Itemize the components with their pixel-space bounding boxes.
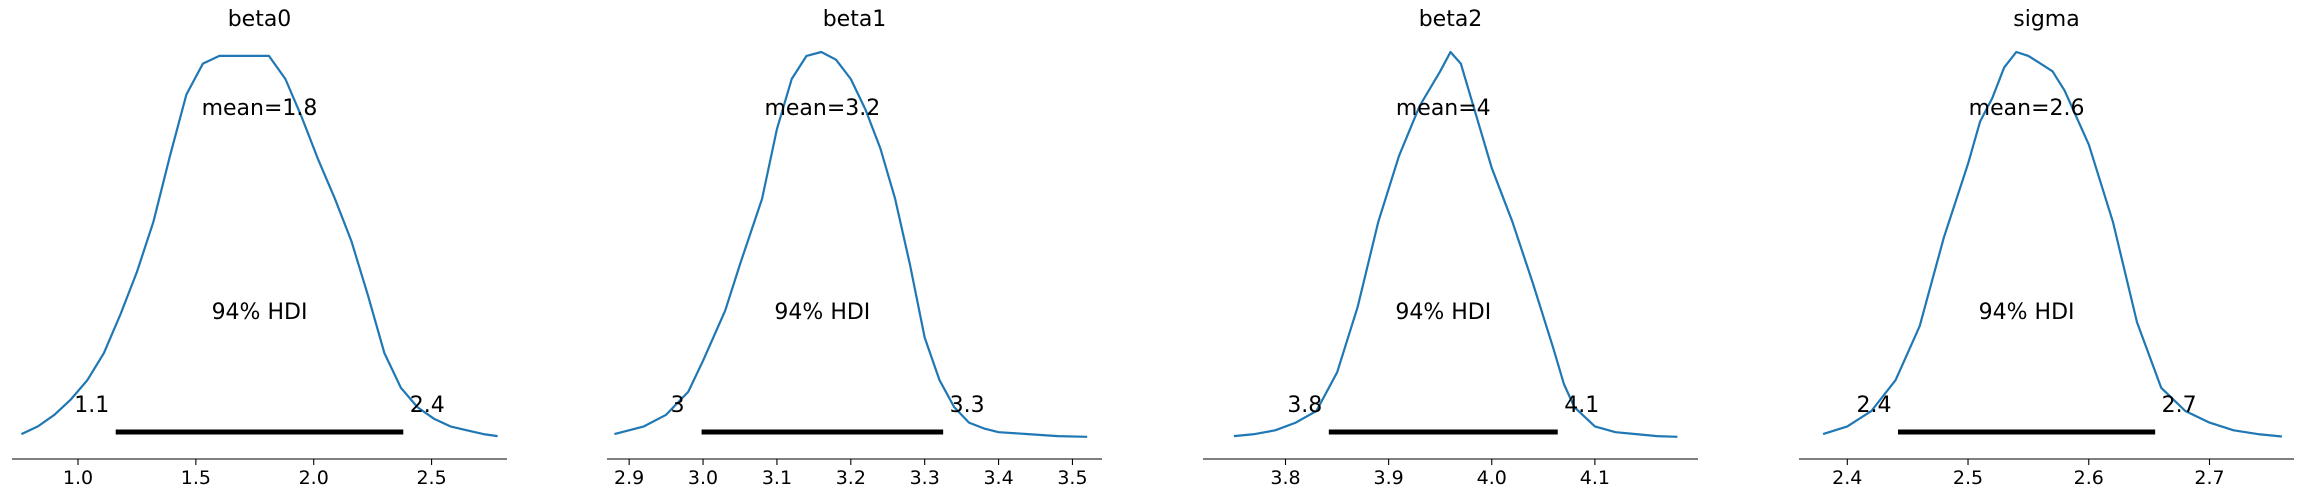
x-tick-label: 3.2 — [836, 467, 866, 489]
kde-density-line — [1233, 50, 1678, 438]
x-tick-label: 2.5 — [416, 467, 446, 489]
x-tick-label: 2.9 — [614, 467, 644, 489]
posterior-panel-beta0: beta0 mean=1.8 94% HDI 1.1 2.4 1.0 1.5 2.0 2.5 — [12, 7, 507, 489]
x-tick-label: 3.3 — [910, 467, 940, 489]
hdi-lower-label: 1.1 — [74, 393, 109, 418]
kde-density-line — [1822, 50, 2283, 438]
x-tick-label: 3.9 — [1374, 467, 1404, 489]
x-tick-label: 3.1 — [762, 467, 792, 489]
posterior-panel-sigma: sigma mean=2.6 94% HDI 2.4 2.7 2.4 2.5 2.6 2.7 — [1799, 7, 2294, 489]
hdi-label: 94% HDI — [1979, 300, 2075, 325]
kde-density-line — [20, 54, 498, 438]
x-tick-label: 1.5 — [181, 467, 211, 489]
hdi-lower-label: 3 — [671, 393, 685, 418]
x-tick-label: 3.4 — [983, 467, 1013, 489]
x-tick-label: 2.0 — [299, 467, 329, 489]
kde-density-line — [614, 50, 1088, 438]
mean-label: mean=3.2 — [764, 96, 880, 121]
hdi-upper-label: 3.3 — [950, 393, 985, 418]
x-tick-label: 1.0 — [63, 467, 93, 489]
x-tick-label: 3.8 — [1270, 467, 1300, 489]
hdi-label: 94% HDI — [212, 300, 308, 325]
mean-label: mean=1.8 — [202, 96, 318, 121]
hdi-label: 94% HDI — [1395, 300, 1491, 325]
mean-label: mean=4 — [1396, 96, 1491, 121]
hdi-lower-label: 3.8 — [1287, 393, 1322, 418]
hdi-lower-label: 2.4 — [1857, 393, 1892, 418]
posterior-panel-beta1: beta1 mean=3.2 94% HDI 3 3.3 2.9 3.0 3.1 3.2 3.3 3… — [607, 7, 1102, 489]
panel-title: beta0 — [228, 7, 292, 32]
x-tick-label: 3.0 — [688, 467, 718, 489]
hdi-upper-label: 2.7 — [2162, 393, 2197, 418]
x-tick-label: 3.5 — [1057, 467, 1087, 489]
x-tick-label: 4.0 — [1477, 467, 1507, 489]
x-tick-label: 2.7 — [2194, 467, 2224, 489]
x-tick-label: 2.6 — [2074, 467, 2104, 489]
x-tick-label: 2.4 — [1832, 467, 1862, 489]
mean-label: mean=2.6 — [1969, 96, 2085, 121]
panel-title: sigma — [2013, 7, 2079, 32]
panel-title: beta1 — [823, 7, 887, 32]
posterior-panel-beta2: beta2 mean=4 94% HDI 3.8 4.1 3.8 3.9 4.0 4.1 — [1203, 7, 1698, 489]
hdi-label: 94% HDI — [774, 300, 870, 325]
x-tick-label: 4.1 — [1580, 467, 1610, 489]
panel-title: beta2 — [1419, 7, 1483, 32]
x-tick-label: 2.5 — [1953, 467, 1983, 489]
hdi-upper-label: 4.1 — [1564, 393, 1599, 418]
hdi-upper-label: 2.4 — [410, 393, 445, 418]
